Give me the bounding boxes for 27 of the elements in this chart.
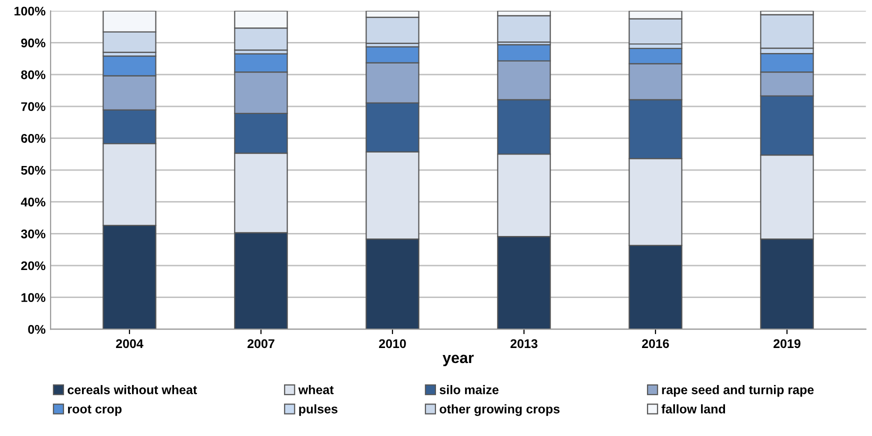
legend-label: wheat [298,385,334,394]
x-axis-title: year [442,354,474,366]
x-tick-label: 2004 [116,339,144,348]
x-tick-label: 2010 [379,339,406,348]
legend-label: fallow land [661,404,726,414]
legend-label: root crop [68,405,122,416]
legend-label: rape seed and turnip rape [662,385,814,397]
y-tick-label: 40% [20,198,46,207]
x-tick-label: 2013 [510,339,538,348]
y-tick-label: 50% [21,166,46,175]
x-tick-label: 2019 [774,339,800,348]
legend-label: pulses [299,404,338,416]
legend-label: cereals without wheat [68,385,197,394]
y-tick-label: 20% [21,261,46,270]
y-tick-label: 100% [14,6,46,16]
y-tick-label: 70% [21,102,46,112]
y-tick-label: 0% [28,324,46,334]
y-tick-label: 60% [21,134,46,143]
y-tick-label: 30% [20,229,46,238]
x-tick-label: 2007 [248,339,274,348]
y-tick-label: 10% [21,293,46,302]
y-tick-label: 80% [21,70,46,80]
bar [497,15,551,43]
x-tick-label: 2016 [642,339,669,348]
y-tick-label: 90% [21,38,46,48]
legend-label: other growing crops [440,404,560,416]
legend-label: silo maize [440,385,499,394]
